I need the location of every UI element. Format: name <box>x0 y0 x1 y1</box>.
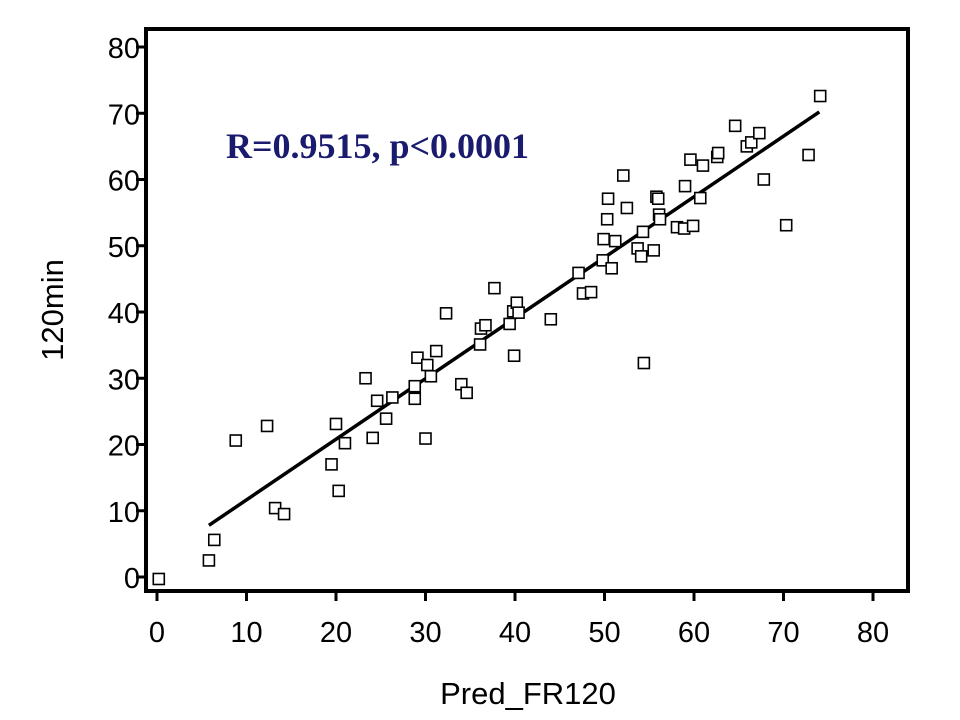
x-tick-label-8: 80 <box>857 617 889 649</box>
data-point-46 <box>620 201 634 215</box>
data-point-42 <box>601 192 615 206</box>
data-points <box>152 89 827 586</box>
data-point-8 <box>329 417 343 431</box>
data-point-38 <box>584 285 598 299</box>
data-point-60 <box>686 219 700 233</box>
plot-frame <box>144 27 910 593</box>
data-point-22 <box>429 344 443 358</box>
x-tick-label-4: 40 <box>499 617 531 649</box>
data-point-55 <box>653 212 667 226</box>
data-point-11 <box>359 371 372 385</box>
data-point-14 <box>379 412 393 425</box>
x-tick-label-5: 50 <box>588 617 620 649</box>
data-point-0 <box>152 572 166 586</box>
data-point-9 <box>332 484 345 498</box>
data-point-1 <box>202 554 216 567</box>
data-point-16 <box>408 379 422 393</box>
data-point-36 <box>572 266 585 280</box>
y-tick-label-4: 40 <box>108 298 140 330</box>
data-point-21 <box>424 369 438 383</box>
data-point-17 <box>408 392 422 406</box>
y-tick-label-7: 70 <box>108 99 140 131</box>
x-tick-label-1: 10 <box>230 617 262 649</box>
data-point-10 <box>338 436 352 450</box>
data-point-18 <box>411 351 424 365</box>
data-point-53 <box>651 192 665 206</box>
data-point-28 <box>479 318 492 332</box>
data-point-67 <box>744 136 758 149</box>
data-point-70 <box>779 218 793 232</box>
data-point-12 <box>366 431 379 445</box>
x-tick-label-0: 0 <box>149 617 165 649</box>
data-point-23 <box>439 307 453 320</box>
data-point-30 <box>503 317 516 331</box>
data-point-29 <box>488 281 501 295</box>
data-point-65 <box>728 119 742 133</box>
data-point-62 <box>696 159 710 172</box>
data-point-7 <box>325 458 338 471</box>
data-point-32 <box>507 349 521 363</box>
y-tick-label-0: 0 <box>124 563 140 595</box>
data-point-13 <box>370 394 384 408</box>
y-tick-label-6: 60 <box>108 166 140 198</box>
x-tick-label-3: 30 <box>409 617 441 649</box>
data-point-68 <box>753 126 766 140</box>
data-point-45 <box>616 169 630 182</box>
data-point-71 <box>802 148 815 162</box>
data-point-20 <box>420 358 434 372</box>
data-point-35 <box>544 312 558 326</box>
data-point-44 <box>608 234 622 248</box>
data-point-41 <box>600 212 614 226</box>
data-point-51 <box>647 244 661 257</box>
correlation-annotation: R=0.9515, p<0.0001 <box>226 126 529 166</box>
x-tick-label-2: 20 <box>320 617 352 649</box>
data-point-4 <box>260 419 274 433</box>
data-point-26 <box>473 338 487 351</box>
x-tick-label-7: 70 <box>767 617 799 649</box>
axis-tick-labels: 0 10 20 30 40 50 60 70 80 0 10 20 30 40 50 60 70 80 <box>108 33 889 649</box>
data-point-49 <box>636 225 650 239</box>
data-point-19 <box>419 432 432 445</box>
y-tick-label-8: 80 <box>108 33 140 65</box>
y-tick-label-2: 20 <box>108 431 140 463</box>
data-point-6 <box>277 507 291 521</box>
data-point-25 <box>460 386 473 400</box>
axis-ticks <box>136 45 875 601</box>
y-tick-label-1: 10 <box>108 497 140 529</box>
data-point-48 <box>634 250 648 263</box>
data-point-72 <box>813 89 827 103</box>
data-point-64 <box>711 146 725 160</box>
data-point-40 <box>597 232 610 246</box>
data-point-3 <box>229 434 243 447</box>
data-point-59 <box>684 153 697 166</box>
x-axis-title: Pred_FR120 <box>440 676 616 711</box>
data-point-69 <box>757 173 771 186</box>
data-point-61 <box>693 191 707 205</box>
data-point-43 <box>605 261 618 275</box>
data-point-2 <box>207 533 221 547</box>
y-tick-label-5: 50 <box>108 232 140 264</box>
y-tick-label-3: 30 <box>108 364 140 396</box>
data-point-15 <box>386 391 399 404</box>
data-point-58 <box>678 179 692 193</box>
y-axis-title: 120min <box>35 259 70 361</box>
data-point-39 <box>596 254 610 267</box>
data-point-50 <box>637 356 651 370</box>
x-tick-label-6: 60 <box>678 617 710 649</box>
data-point-34 <box>512 306 525 319</box>
